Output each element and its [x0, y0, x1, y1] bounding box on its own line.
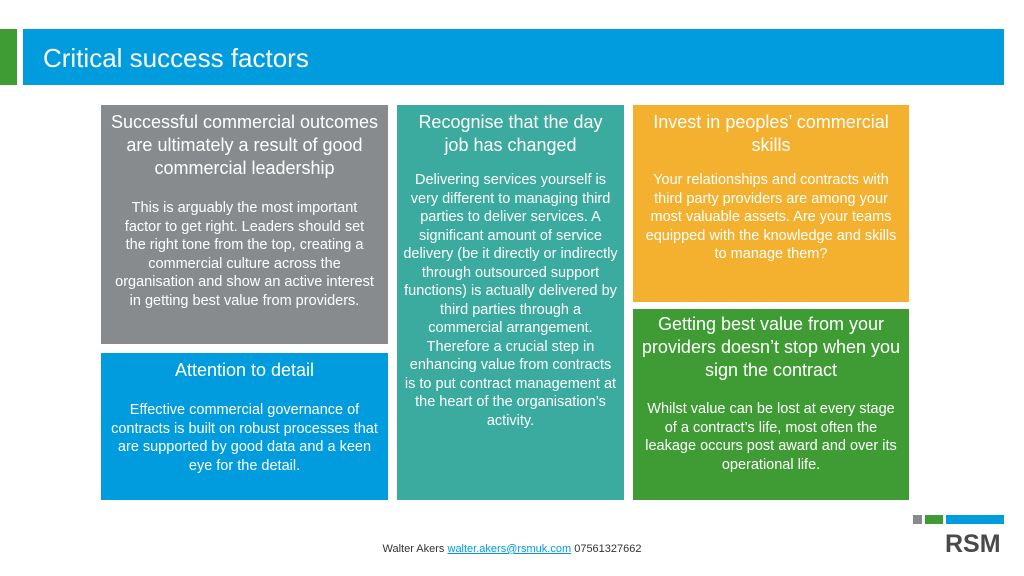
card-commercial-skills: Invest in peoples’ commercial skills You… — [633, 105, 909, 302]
side-accent-bar — [0, 29, 17, 85]
card-attention-to-detail: Attention to detail Effective commercial… — [101, 353, 388, 500]
footer-name: Walter Akers — [382, 543, 445, 555]
page-title: Critical success factors — [43, 43, 309, 73]
card-leadership: Successful commercial outcomes are ultim… — [101, 105, 388, 344]
card-value-heading: Getting best value from your providers d… — [641, 314, 901, 380]
card-leadership-body: This is arguably the most important fact… — [115, 200, 374, 309]
card-skills-heading: Invest in peoples’ commercial skills — [653, 112, 889, 155]
card-job-changed: Recognise that the day job has changed D… — [397, 105, 624, 500]
card-skills-body: Your relationships and contracts with th… — [645, 172, 897, 262]
card-value-body: Whilst value can be lost at every stage … — [645, 401, 897, 473]
rsm-logo: RSM — [913, 515, 1004, 560]
footer-phone: 07561327662 — [574, 543, 642, 555]
title-bar: Critical success factors — [23, 29, 1004, 85]
card-detail-heading: Attention to detail — [174, 360, 315, 380]
logo-green-block — [925, 515, 943, 524]
card-job-changed-heading: Recognise that the day job has changed — [418, 112, 603, 155]
card-leadership-heading: Successful commercial outcomes are ultim… — [110, 112, 379, 178]
logo-wordmark: RSM — [945, 530, 1001, 558]
card-detail-body: Effective commercial governance of contr… — [111, 402, 378, 474]
footer-contact: Walter Akers walter.akers@rsmuk.com 0756… — [0, 543, 1024, 555]
logo-grey-block — [913, 515, 922, 524]
footer-email-link[interactable]: walter.akers@rsmuk.com — [447, 543, 572, 555]
logo-blue-block — [946, 515, 1004, 524]
card-job-changed-body: Delivering services yourself is very dif… — [403, 172, 618, 429]
card-best-value: Getting best value from your providers d… — [633, 309, 909, 500]
